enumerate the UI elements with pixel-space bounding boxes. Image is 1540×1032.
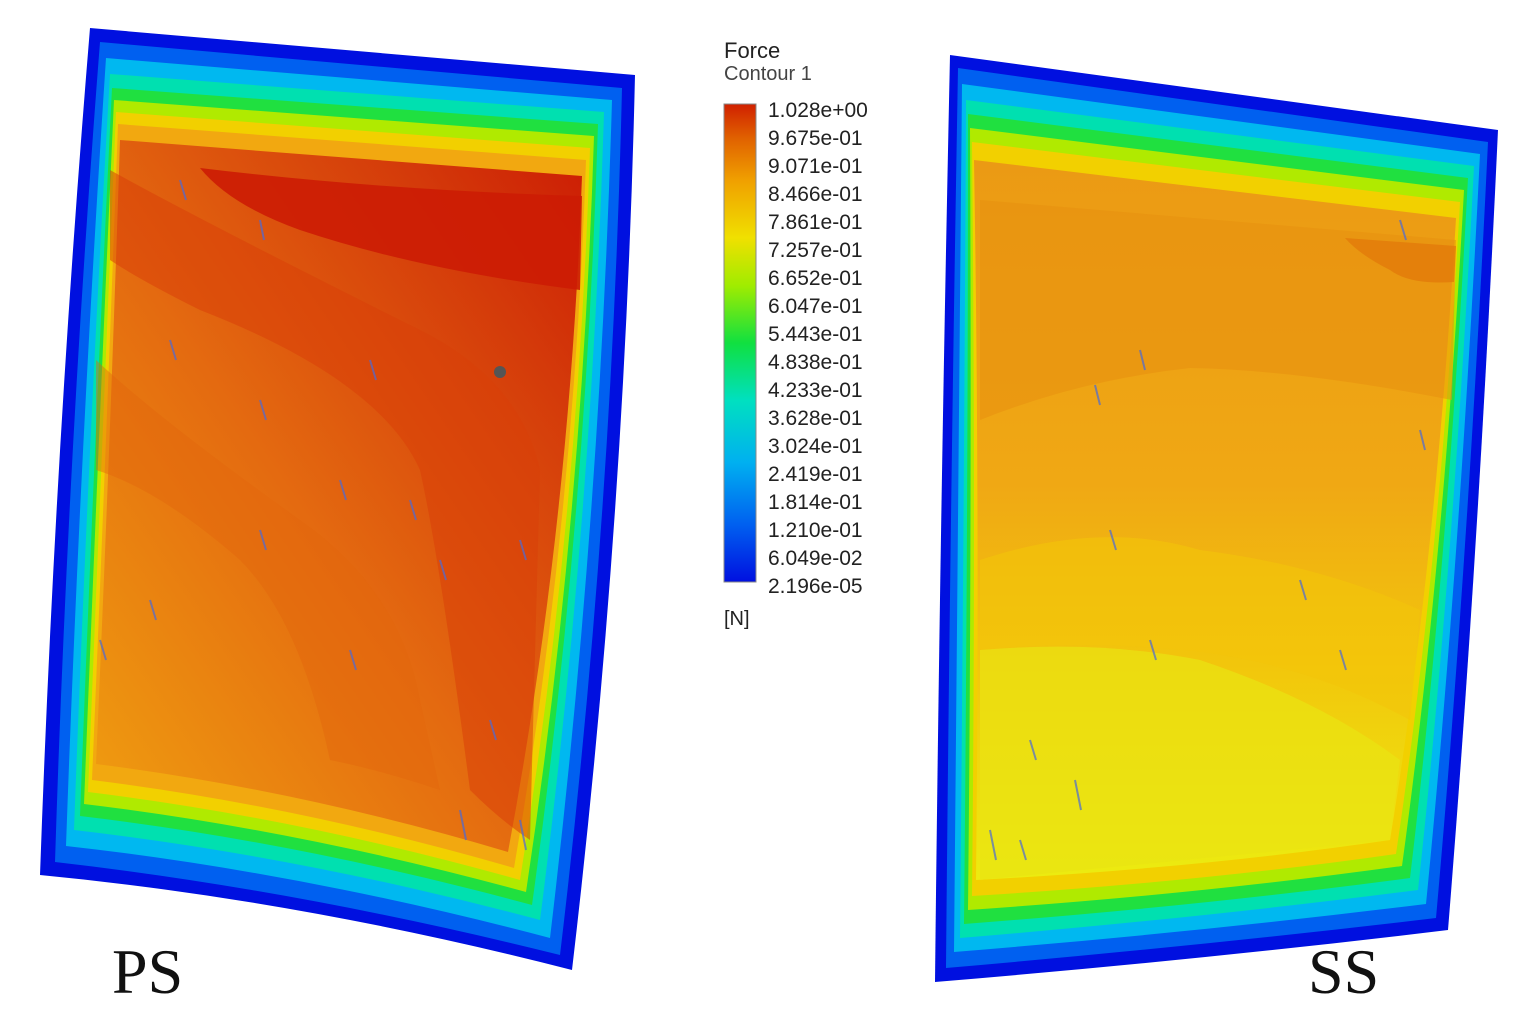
legend-tick-label: 8.466e-01 [768,183,863,206]
legend-tick-label: 3.628e-01 [768,407,863,430]
legend-tick-label: 1.028e+00 [768,99,868,122]
legend-tick-label: 7.257e-01 [768,239,863,262]
panel-label-ps: PS [112,936,184,1007]
legend-tick-label: 9.675e-01 [768,127,863,150]
legend-tick-label: 4.838e-01 [768,351,863,374]
legend-colorbar [723,103,757,583]
legend-tick-label: 9.071e-01 [768,155,863,178]
legend-tick-label: 6.049e-02 [768,547,863,570]
legend-tick-label: 2.196e-05 [768,575,863,598]
legend-subtitle: Contour 1 [724,63,812,85]
legend-title: Force [724,38,781,63]
legend-units: [N] [724,608,750,630]
legend-tick-label: 7.861e-01 [768,211,863,234]
legend-tick-label: 3.024e-01 [768,435,863,458]
legend-tick-label: 2.419e-01 [768,463,863,486]
panel-label-ss: SS [1308,936,1380,1007]
suction-side-contour [935,55,1498,982]
legend-tick-label: 6.047e-01 [768,295,863,318]
legend-tick-label: 5.443e-01 [768,323,863,346]
legend-tick-label: 4.233e-01 [768,379,863,402]
legend-tick-label: 6.652e-01 [768,267,863,290]
legend-tick-label: 1.210e-01 [768,519,863,542]
legend-tick-label: 1.814e-01 [768,491,863,514]
pressure-side-contour [40,28,635,970]
